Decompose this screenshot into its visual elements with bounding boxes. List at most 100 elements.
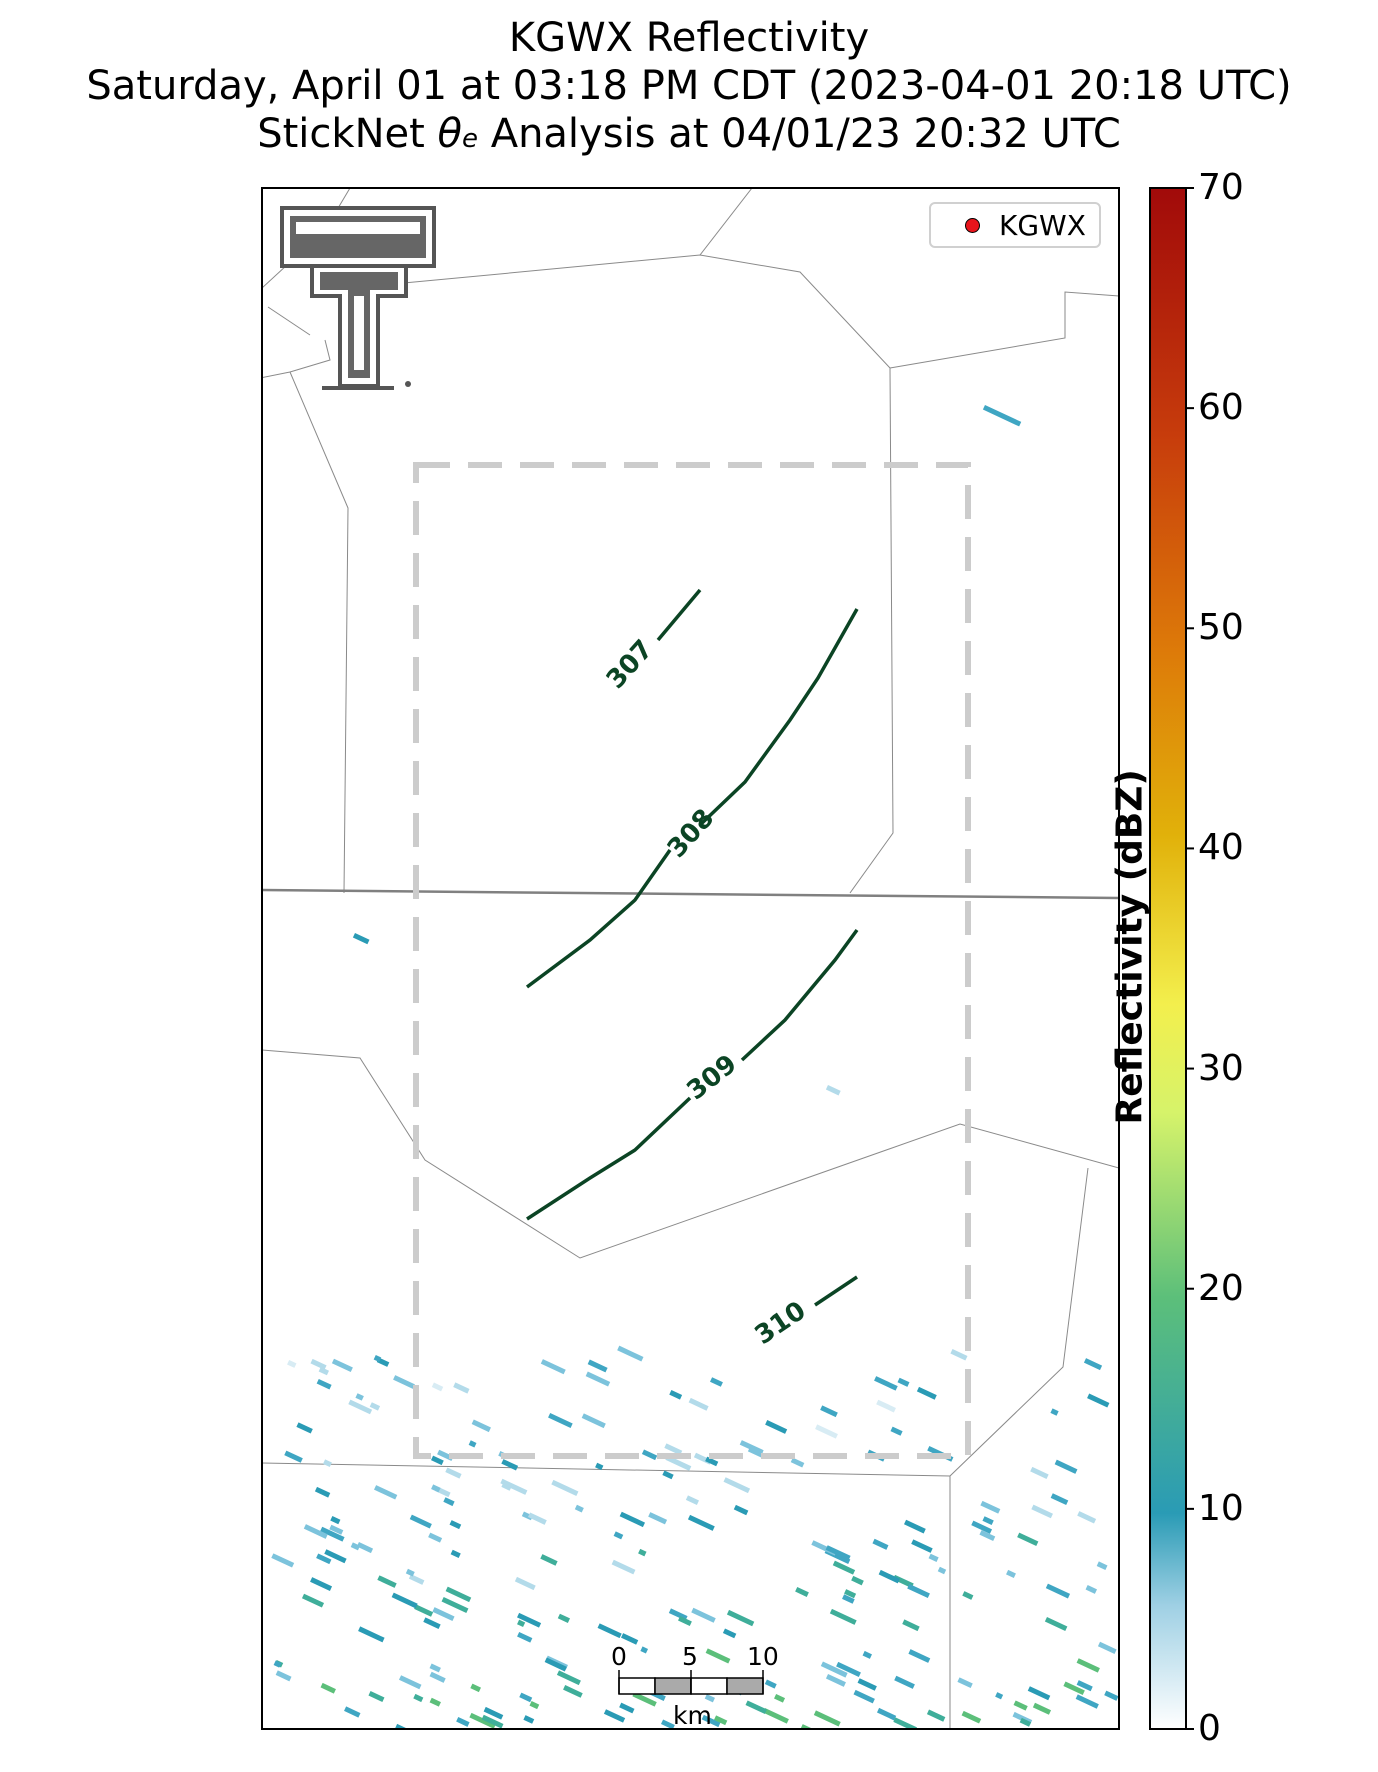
echo-streak xyxy=(1013,1700,1028,1711)
echo-streak xyxy=(638,1548,647,1557)
echo-streak xyxy=(324,1549,347,1564)
echo-streak xyxy=(429,1697,441,1707)
echo-streak xyxy=(432,1607,455,1622)
echo-streak xyxy=(1085,1585,1098,1594)
echo-streak xyxy=(449,1520,462,1530)
echo-streak xyxy=(937,1566,947,1575)
echo-streak xyxy=(829,1608,857,1625)
echo-streak xyxy=(409,1514,432,1529)
echo-streak xyxy=(745,1700,767,1715)
echo-streak xyxy=(517,1612,542,1628)
echo-streak xyxy=(597,1623,622,1639)
echo-streak xyxy=(908,1649,931,1663)
echo-streak xyxy=(688,1397,709,1411)
echo-streak xyxy=(322,1459,332,1468)
echo-streak xyxy=(1044,1617,1068,1632)
echo-streak xyxy=(471,1419,491,1433)
echo-streak xyxy=(995,1692,1004,1700)
echo-streak xyxy=(456,1717,470,1727)
echo-streak xyxy=(320,1682,336,1694)
echo-streak xyxy=(876,1399,896,1413)
echo-streak xyxy=(517,1632,533,1643)
echo-streak xyxy=(548,1412,573,1428)
echo-streak xyxy=(1097,1641,1117,1654)
echo-streak xyxy=(556,1670,581,1686)
echo-streak xyxy=(705,1456,719,1467)
echo-streak xyxy=(373,1354,382,1363)
echo-streak xyxy=(316,1378,332,1390)
echo-streak xyxy=(825,1673,846,1687)
echo-streak xyxy=(408,1574,425,1585)
echo-streak xyxy=(842,1594,855,1604)
contour-309-upper xyxy=(740,928,859,1062)
texas-tech-logo-icon xyxy=(280,206,436,390)
echo-streak xyxy=(1050,1408,1059,1416)
echo-streak xyxy=(926,1709,946,1722)
echo-streak xyxy=(980,1500,1001,1514)
echo-streak xyxy=(595,1462,604,1471)
echo-streak xyxy=(431,1484,441,1493)
echo-streak xyxy=(320,1526,345,1542)
echo-streak xyxy=(632,1691,657,1707)
echo-streak xyxy=(851,1575,864,1586)
echo-streak xyxy=(314,1486,331,1498)
echo-streak xyxy=(687,1514,715,1531)
scale-tick-5: 5 xyxy=(682,1642,698,1671)
echo-streak xyxy=(619,1511,646,1528)
echo-streak xyxy=(613,1531,624,1540)
echo-streak xyxy=(765,1420,788,1434)
echo-streak xyxy=(836,1661,861,1677)
echo-streak xyxy=(551,1479,579,1497)
echo-streak xyxy=(790,1457,805,1468)
echo-streak xyxy=(979,1530,996,1542)
echo-streak xyxy=(581,1413,606,1429)
theta-e-contours xyxy=(525,588,859,1307)
echo-streak xyxy=(957,1677,973,1689)
echo-streak xyxy=(907,1583,930,1599)
echo-streak xyxy=(962,1591,974,1600)
echo-streak xyxy=(398,1675,422,1690)
echo-streak xyxy=(664,1443,683,1456)
echo-streak xyxy=(662,1470,674,1480)
echo-streak xyxy=(764,1679,777,1689)
echo-streak xyxy=(271,1553,295,1568)
echo-streak xyxy=(414,1604,434,1617)
echo-streak xyxy=(669,1390,683,1400)
echo-streak xyxy=(1087,1393,1110,1408)
scale-unit: km xyxy=(673,1701,712,1730)
colorbar-tick-label: 30 xyxy=(1198,1047,1244,1089)
figure-title: KGWX Reflectivity Saturday, April 01 at … xyxy=(0,14,1378,163)
echo-streak xyxy=(902,1619,920,1632)
contour-307-upper xyxy=(656,588,702,642)
echo-streak xyxy=(352,933,370,945)
echo-streak xyxy=(413,1693,424,1703)
kgwx-marker-icon xyxy=(965,218,980,233)
echo-streak xyxy=(1050,1493,1069,1506)
echo-streak xyxy=(874,1376,898,1391)
echo-streak xyxy=(344,1706,361,1718)
echo-streak xyxy=(897,1377,910,1387)
echo-streak xyxy=(587,1359,608,1373)
echo-streak xyxy=(678,1616,692,1627)
echo-streak xyxy=(961,1710,982,1724)
echo-streak xyxy=(1019,1717,1032,1727)
echo-streak xyxy=(529,1701,540,1710)
colorbar-ticks xyxy=(1186,187,1194,1730)
echo-streak xyxy=(1054,1459,1078,1474)
echo-streak xyxy=(1077,1511,1097,1524)
analysis-domain-box xyxy=(413,462,971,1459)
echo-streak xyxy=(1027,1686,1051,1701)
echo-streak xyxy=(405,1568,415,1577)
echo-streak xyxy=(825,1085,841,1096)
echo-streak xyxy=(1031,1504,1053,1519)
colorbar-tick-label: 10 xyxy=(1198,1487,1244,1529)
echo-streak xyxy=(641,1449,658,1461)
county-boundaries xyxy=(262,188,1119,1729)
echo-streak xyxy=(1017,1532,1039,1547)
echo-streak xyxy=(517,1619,526,1628)
echo-streak xyxy=(762,1707,789,1724)
echo-streak xyxy=(430,1455,444,1466)
colorbar-tick-label: 0 xyxy=(1198,1708,1221,1749)
echo-streak xyxy=(704,1694,715,1703)
